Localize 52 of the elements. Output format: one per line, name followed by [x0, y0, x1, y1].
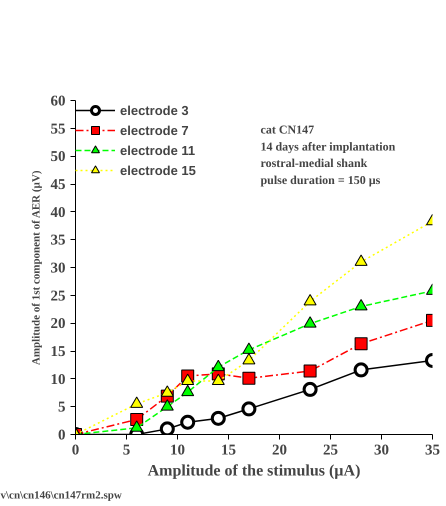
- y-tick-label: 20: [50, 316, 66, 332]
- point: [302, 382, 318, 397]
- x-tick-label: 35: [425, 442, 440, 458]
- y-tick-label: 15: [50, 344, 66, 360]
- y-tick-label: 50: [50, 149, 66, 166]
- y-axis-title: Amplitude of 1st component of AER (µV): [30, 170, 42, 366]
- point: [160, 421, 175, 434]
- annotation: cat CN147 14 days after implantation rostral-medial shank pulse duration = 150 µs: [260, 122, 396, 187]
- y-tick-label: 0: [58, 428, 66, 444]
- point: [242, 372, 256, 385]
- point: [304, 316, 317, 328]
- x-tick-label: 0: [72, 442, 80, 458]
- y-tick-label: 40: [50, 204, 66, 221]
- x-tick-label: 15: [221, 442, 236, 458]
- legend-label: electrode 15: [120, 162, 196, 178]
- x-tick-label: 20: [272, 442, 287, 458]
- point: [354, 299, 368, 310]
- point: [304, 364, 317, 378]
- point: [160, 385, 174, 397]
- point: [160, 399, 174, 411]
- text: v\cn\cn146\cn147rm2.spw: [0, 490, 122, 502]
- point: [212, 360, 225, 372]
- point: [130, 396, 144, 408]
- y-tick-label: 10: [50, 372, 66, 388]
- point: [181, 384, 194, 396]
- y-tick-label: 45: [50, 177, 66, 193]
- y-tick-label: 35: [50, 232, 66, 249]
- point: [210, 410, 226, 426]
- x-tick-label: 5: [122, 442, 130, 458]
- point: [242, 342, 256, 354]
- legend-label: electrode 7: [120, 122, 189, 138]
- x-tick-label: 30: [374, 442, 389, 458]
- y-tick-label: 30: [50, 260, 66, 276]
- y-tick-label: 60: [50, 94, 66, 110]
- y-tick-label: 5: [58, 400, 66, 416]
- x-tick-label: 10: [170, 442, 185, 458]
- legend-label: electrode 11: [120, 142, 196, 158]
- point: [241, 401, 256, 416]
- y-tick-label: 25: [50, 288, 66, 304]
- point: [180, 414, 196, 430]
- point: [181, 374, 194, 386]
- point: [130, 420, 144, 432]
- point: [242, 353, 256, 364]
- point: [354, 362, 369, 378]
- point: [354, 254, 368, 266]
- point: [212, 374, 225, 386]
- legend-label: electrode 3: [120, 102, 189, 118]
- y-tick-label: 55: [50, 121, 66, 138]
- x-tick-label: 25: [323, 442, 338, 458]
- x-axis-title: Amplitude of the stimulus (µA): [148, 462, 360, 480]
- point: [354, 337, 368, 350]
- point: [304, 294, 317, 306]
